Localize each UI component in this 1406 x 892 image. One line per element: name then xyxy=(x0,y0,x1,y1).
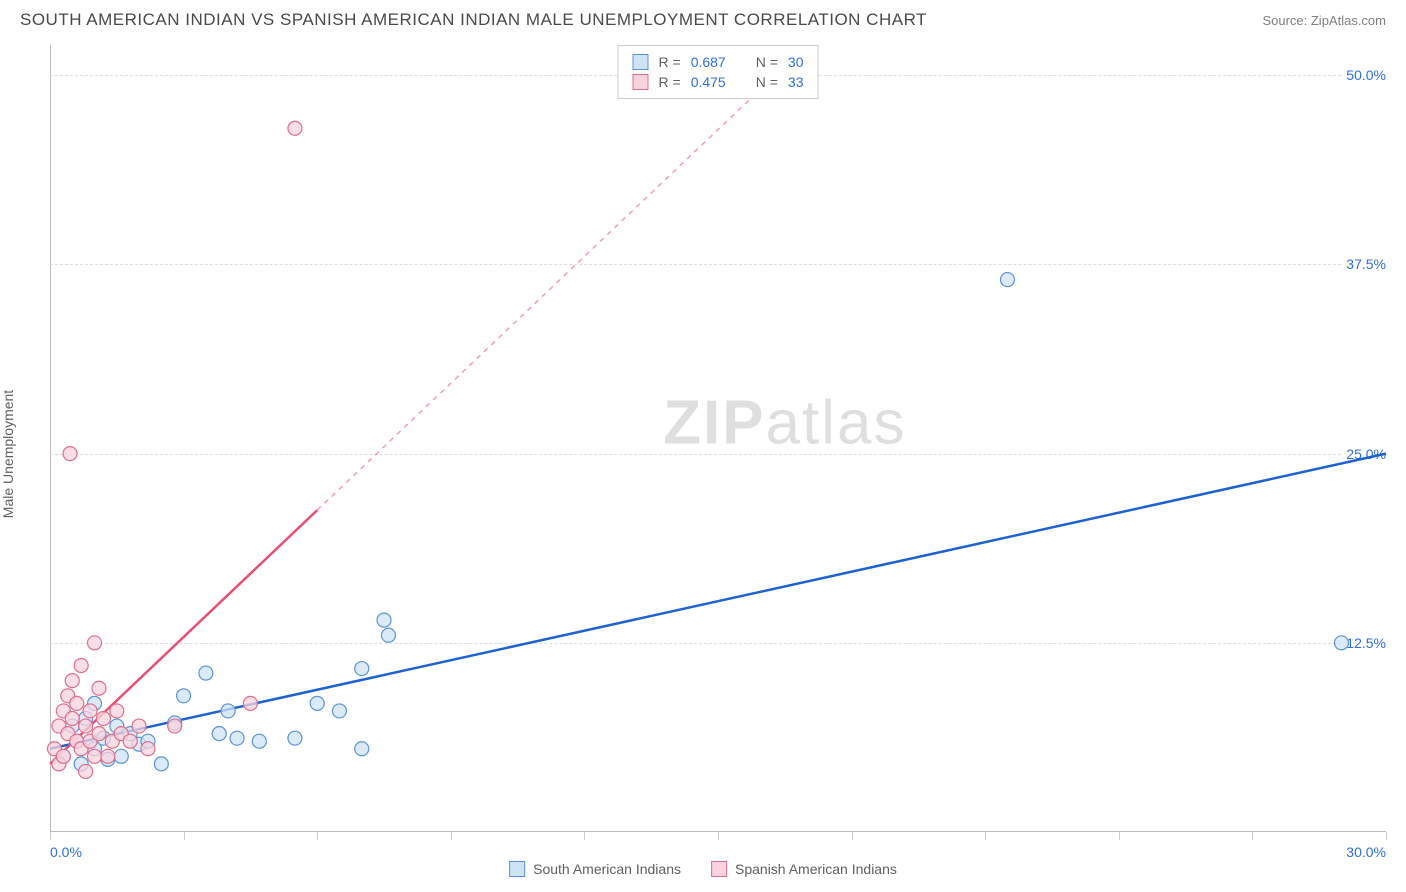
data-point xyxy=(63,447,77,461)
legend-label-south: South American Indians xyxy=(533,861,681,877)
x-tick xyxy=(50,832,51,840)
data-point xyxy=(74,659,88,673)
data-point xyxy=(70,696,84,710)
source-value: ZipAtlas.com xyxy=(1311,13,1386,28)
legend-swatch-south xyxy=(509,861,525,877)
data-point xyxy=(101,749,115,763)
data-point xyxy=(177,689,191,703)
data-point xyxy=(123,734,137,748)
x-tick xyxy=(718,832,719,840)
data-point xyxy=(92,727,106,741)
x-tick xyxy=(184,832,185,840)
data-point xyxy=(79,764,93,778)
data-point xyxy=(168,719,182,733)
data-point xyxy=(230,731,244,745)
data-point xyxy=(288,731,302,745)
stat-r-label: R = xyxy=(659,74,681,90)
x-tick xyxy=(584,832,585,840)
stats-row-south: R = 0.687 N = 30 xyxy=(633,52,804,72)
stat-r-south: 0.687 xyxy=(691,54,726,70)
data-point xyxy=(381,628,395,642)
stats-box: R = 0.687 N = 30 R = 0.475 N = 33 xyxy=(618,45,819,99)
stat-n-label: N = xyxy=(756,54,778,70)
x-tick xyxy=(1119,832,1120,840)
plot-area: 12.5%25.0%37.5%50.0% ZIPatlas R = 0.687 … xyxy=(50,45,1386,832)
stats-row-spanish: R = 0.475 N = 33 xyxy=(633,72,804,92)
data-point xyxy=(1334,636,1348,650)
data-point xyxy=(141,742,155,756)
stat-n-south: 30 xyxy=(788,54,804,70)
data-point xyxy=(252,734,266,748)
data-point xyxy=(88,749,102,763)
source-attribution: Source: ZipAtlas.com xyxy=(1262,13,1386,28)
data-point xyxy=(56,749,70,763)
data-point xyxy=(96,711,110,725)
y-axis-label: Male Unemployment xyxy=(0,390,16,518)
data-point xyxy=(243,696,257,710)
swatch-spanish xyxy=(633,74,649,90)
legend-item-south: South American Indians xyxy=(509,861,681,877)
data-point xyxy=(355,742,369,756)
data-point xyxy=(221,704,235,718)
stat-r-spanish: 0.475 xyxy=(691,74,726,90)
data-point xyxy=(83,704,97,718)
data-point xyxy=(377,613,391,627)
bottom-legend: South American Indians Spanish American … xyxy=(509,861,897,877)
data-point xyxy=(92,681,106,695)
x-tick xyxy=(852,832,853,840)
x-tick xyxy=(317,832,318,840)
data-point xyxy=(288,121,302,135)
chart-header: SOUTH AMERICAN INDIAN VS SPANISH AMERICA… xyxy=(0,0,1406,30)
data-point xyxy=(199,666,213,680)
x-tick xyxy=(1252,832,1253,840)
x-tick xyxy=(1386,832,1387,840)
x-max-label: 30.0% xyxy=(1346,844,1386,860)
x-tick xyxy=(451,832,452,840)
stat-r-label: R = xyxy=(659,54,681,70)
chart-container: 12.5%25.0%37.5%50.0% ZIPatlas R = 0.687 … xyxy=(50,45,1386,832)
legend-swatch-spanish xyxy=(711,861,727,877)
data-point xyxy=(212,727,226,741)
legend-label-spanish: Spanish American Indians xyxy=(735,861,897,877)
data-point xyxy=(79,719,93,733)
stat-n-spanish: 33 xyxy=(788,74,804,90)
data-point xyxy=(132,719,146,733)
chart-title: SOUTH AMERICAN INDIAN VS SPANISH AMERICA… xyxy=(20,10,927,30)
swatch-south xyxy=(633,54,649,70)
data-point xyxy=(114,749,128,763)
data-point xyxy=(154,757,168,771)
stat-n-label: N = xyxy=(756,74,778,90)
legend-item-spanish: Spanish American Indians xyxy=(711,861,897,877)
data-point xyxy=(355,662,369,676)
x-tick xyxy=(985,832,986,840)
scatter-points xyxy=(50,45,1386,832)
data-point xyxy=(310,696,324,710)
data-point xyxy=(88,636,102,650)
data-point xyxy=(332,704,346,718)
data-point xyxy=(1000,273,1014,287)
data-point xyxy=(65,711,79,725)
data-point xyxy=(65,674,79,688)
source-label: Source: xyxy=(1262,13,1310,28)
x-min-label: 0.0% xyxy=(50,844,82,860)
data-point xyxy=(110,704,124,718)
